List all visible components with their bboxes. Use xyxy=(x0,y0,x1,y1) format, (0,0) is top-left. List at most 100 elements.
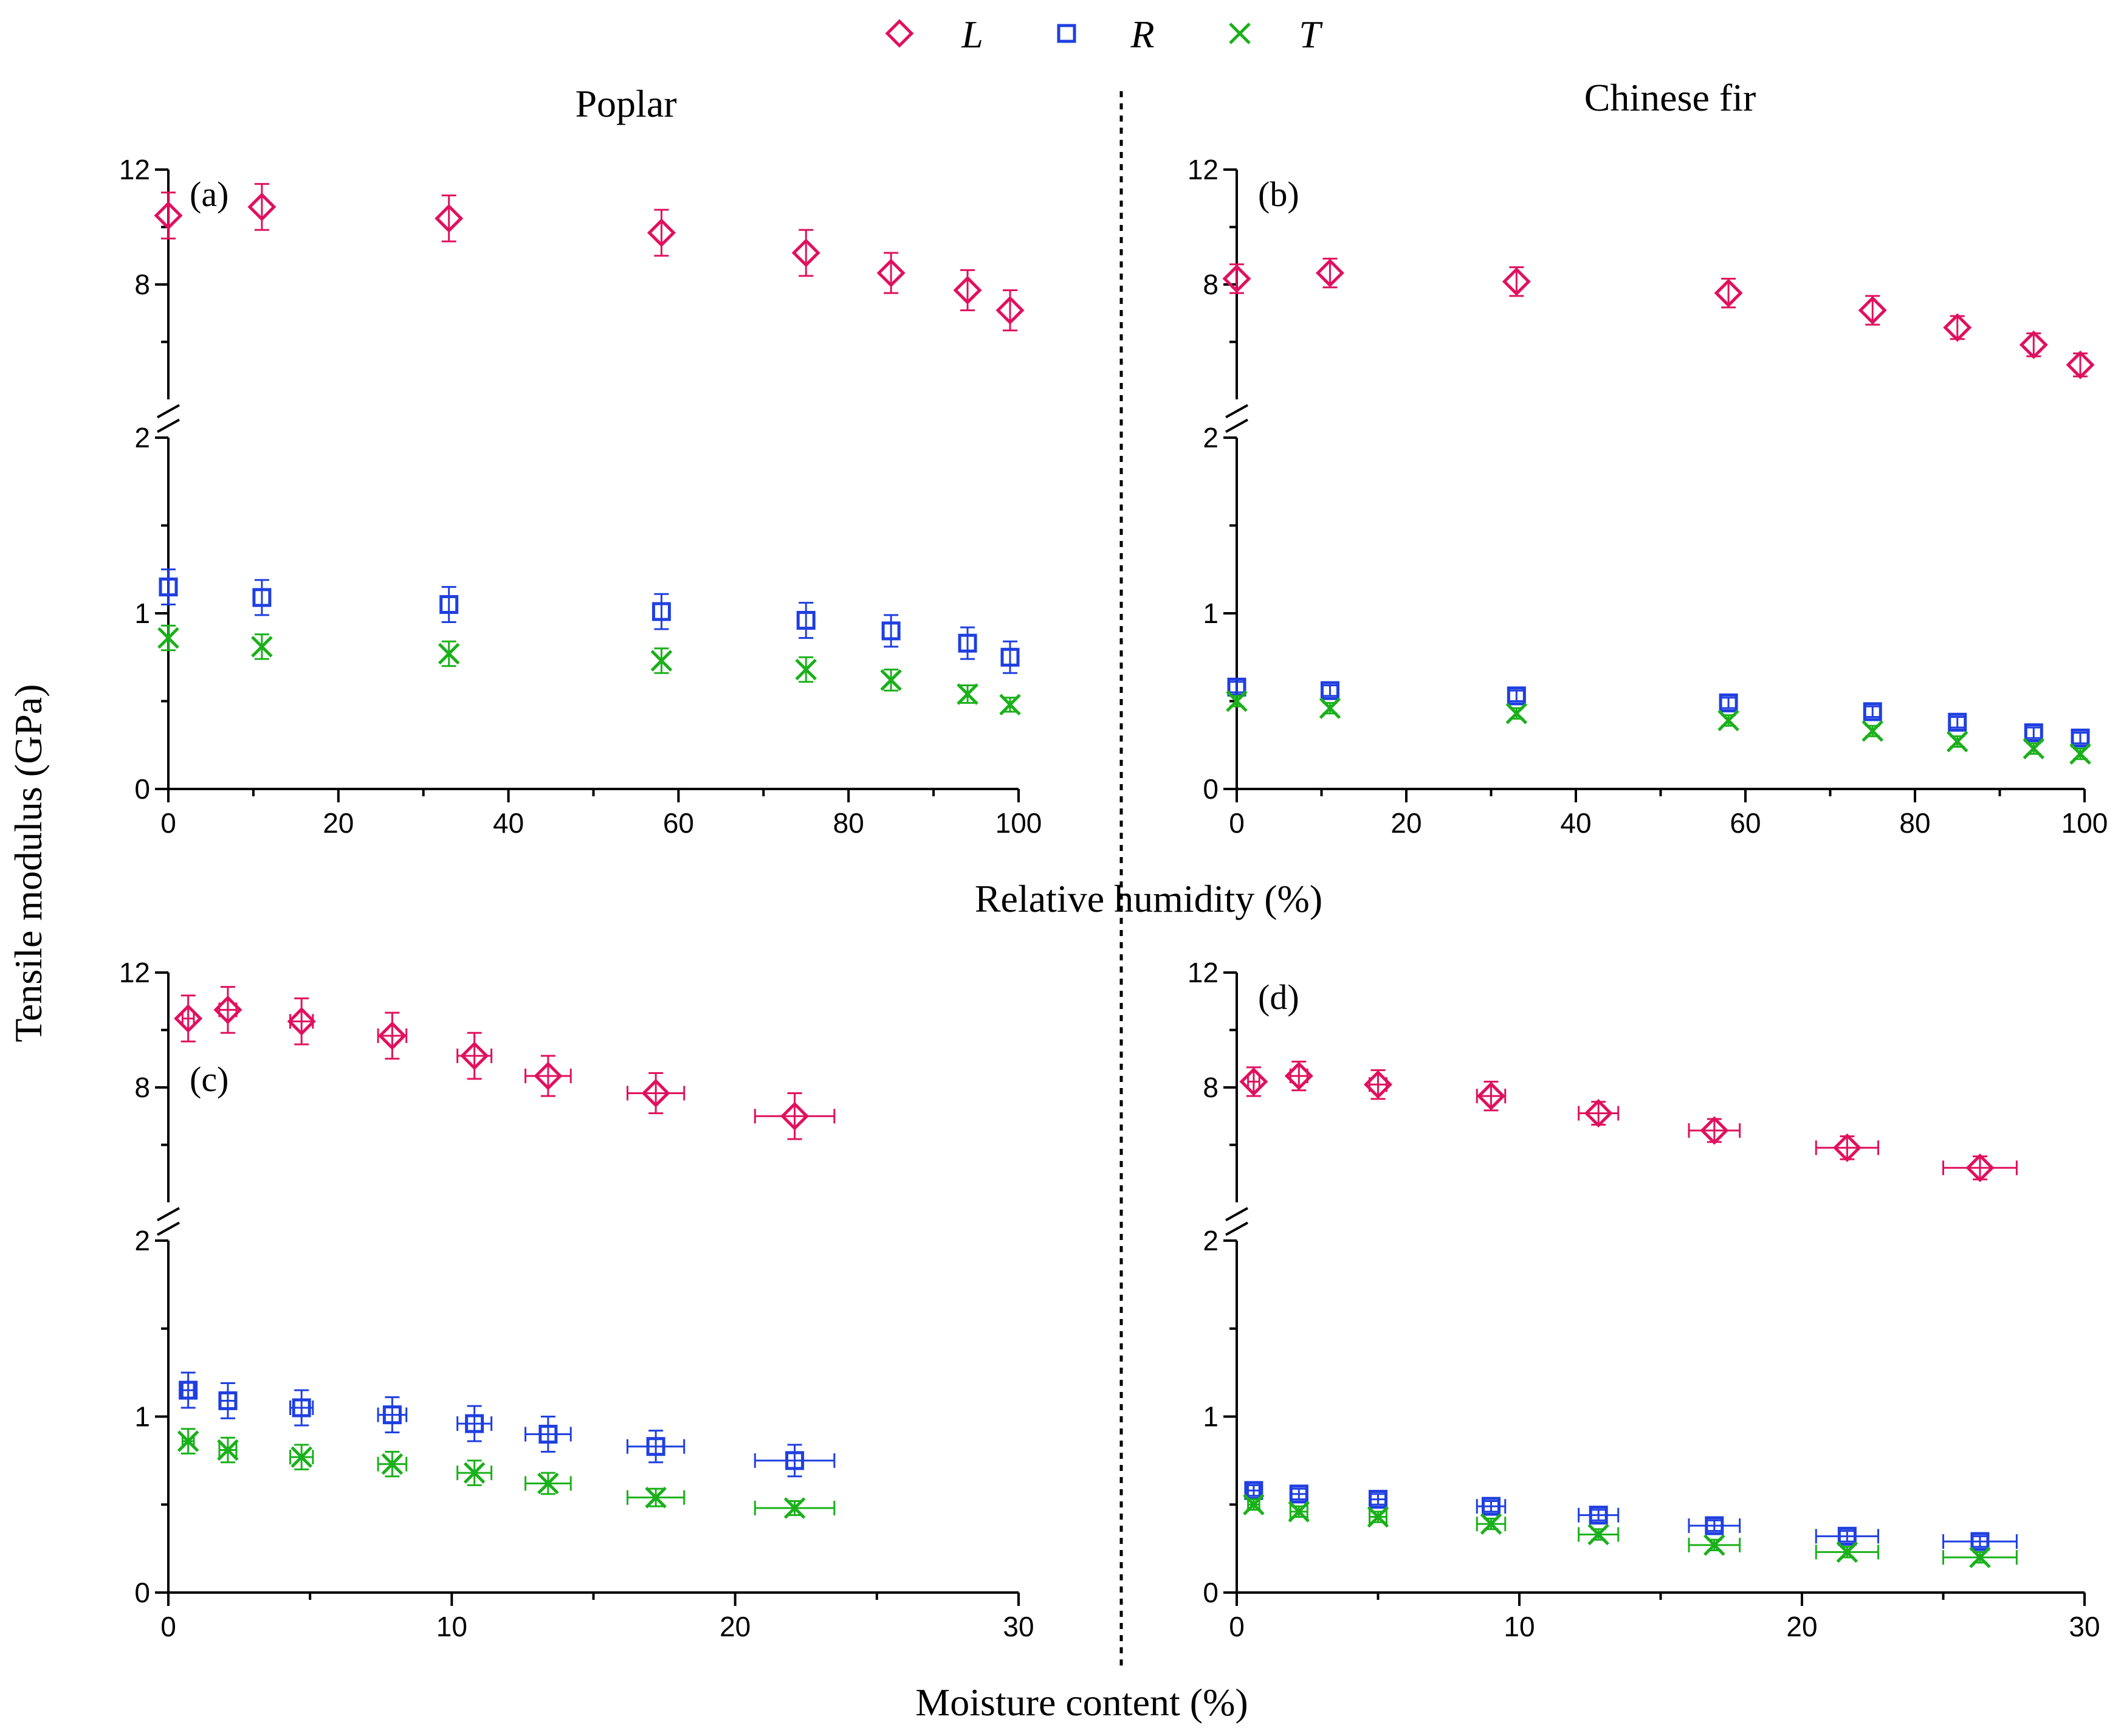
data-point-l xyxy=(154,201,183,230)
data-point-t xyxy=(438,642,460,665)
panel-label: (a) xyxy=(190,174,229,214)
data-point-l xyxy=(1943,313,1972,342)
x-tick-label: 20 xyxy=(720,1611,751,1642)
x-tick-label: 0 xyxy=(1229,1611,1245,1642)
data-point-l xyxy=(460,1041,489,1070)
y-tick-label: 12 xyxy=(119,154,150,185)
data-point-t xyxy=(157,627,179,649)
data-point-r xyxy=(1320,681,1339,700)
panel-label: (c) xyxy=(190,1059,229,1099)
x-axis-label-relative-humidity: Relative humidity (%) xyxy=(975,877,1322,920)
data-point-l xyxy=(247,192,277,221)
data-point-l xyxy=(174,1004,203,1033)
x-axis-label-moisture-content: Moisture content (%) xyxy=(915,1681,1248,1724)
data-point-r xyxy=(1482,1497,1501,1516)
data-point-r xyxy=(382,1405,402,1425)
data-point-r xyxy=(218,1391,238,1410)
data-point-r xyxy=(1000,647,1020,667)
x-tick-label: 0 xyxy=(1229,807,1245,839)
data-point-r xyxy=(651,602,671,621)
data-point-r xyxy=(1970,1532,1990,1551)
x-tick-label: 40 xyxy=(493,807,524,839)
data-point-r xyxy=(1719,693,1738,712)
data-point-r xyxy=(159,577,178,597)
data-point-r xyxy=(958,633,977,653)
y-tick-label: 0 xyxy=(1203,773,1219,805)
panel-label: (d) xyxy=(1258,977,1299,1017)
y-tick-label: 12 xyxy=(1188,957,1219,988)
data-point-r xyxy=(439,595,459,615)
y-tick-label: 8 xyxy=(134,1072,150,1103)
data-point-r xyxy=(1289,1484,1308,1504)
data-point-l xyxy=(1832,1133,1861,1162)
data-point-t xyxy=(1861,720,1884,742)
axis-break-mark xyxy=(1225,1221,1248,1236)
legend-marker-r xyxy=(1057,24,1076,43)
legend-label-t: T xyxy=(1299,13,1323,56)
y-tick-label: 12 xyxy=(119,957,150,988)
data-point-l xyxy=(995,295,1025,325)
data-point-t xyxy=(1703,1534,1725,1556)
data-point-l xyxy=(1363,1070,1393,1099)
data-point-l xyxy=(1222,264,1251,294)
x-tick-label: 80 xyxy=(833,807,864,839)
data-point-r xyxy=(252,588,272,607)
axis-break-mark xyxy=(1225,1207,1248,1222)
column-title-poplar: Poplar xyxy=(575,82,676,125)
data-point-l xyxy=(213,995,242,1024)
series-t xyxy=(1243,1493,2018,1568)
data-point-t xyxy=(1836,1541,1858,1563)
data-point-r xyxy=(465,1414,484,1433)
y-tick-label: 0 xyxy=(1203,1577,1219,1608)
data-point-r xyxy=(1948,712,1967,732)
y-tick-label: 0 xyxy=(134,1577,150,1608)
y-tick-label: 0 xyxy=(134,773,150,805)
x-tick-label: 100 xyxy=(2061,807,2108,839)
x-tick-label: 20 xyxy=(1786,1611,1817,1642)
data-point-l xyxy=(1858,295,1887,325)
data-point-t xyxy=(645,1486,667,1509)
data-point-r xyxy=(1863,702,1882,722)
data-point-t xyxy=(999,694,1021,716)
data-point-r xyxy=(2024,723,2043,743)
series-r xyxy=(1244,1481,2018,1551)
data-point-l xyxy=(1315,258,1344,288)
x-tick-label: 60 xyxy=(663,807,694,839)
x-tick-label: 0 xyxy=(160,807,176,839)
legend-label-r: R xyxy=(1130,13,1154,56)
panel-label: (b) xyxy=(1258,174,1299,214)
x-tick-label: 20 xyxy=(1391,807,1421,839)
data-point-t xyxy=(880,669,902,691)
data-point-t xyxy=(1480,1513,1502,1535)
data-point-r xyxy=(646,1437,665,1456)
data-point-l xyxy=(1965,1153,1995,1182)
data-point-t xyxy=(1288,1501,1310,1523)
data-point-r xyxy=(538,1424,558,1444)
data-point-l xyxy=(791,238,820,267)
series-t xyxy=(177,1428,836,1519)
series-l xyxy=(1239,1060,2018,1182)
axis-break-mark xyxy=(157,418,180,433)
data-point-l xyxy=(1584,1098,1613,1128)
series-l xyxy=(174,986,836,1140)
data-point-r xyxy=(179,1380,198,1400)
axis-break-mark xyxy=(157,1207,180,1222)
y-tick-label: 8 xyxy=(1203,1072,1219,1103)
legend-marker-t xyxy=(1229,22,1251,44)
x-tick-label: 20 xyxy=(323,807,354,839)
series-r xyxy=(179,1371,836,1478)
data-point-t xyxy=(1243,1493,1265,1516)
data-point-t xyxy=(177,1430,199,1452)
data-point-r xyxy=(1837,1526,1857,1546)
data-point-t xyxy=(795,658,817,681)
data-point-r xyxy=(1369,1490,1387,1509)
y-axis-label: Tensile modulus (GPa) xyxy=(7,684,50,1042)
data-point-t xyxy=(537,1472,559,1495)
y-tick-label: 1 xyxy=(134,598,150,629)
data-point-l xyxy=(780,1101,810,1131)
y-tick-label: 1 xyxy=(1203,1401,1219,1433)
axis-break-mark xyxy=(157,1221,180,1236)
